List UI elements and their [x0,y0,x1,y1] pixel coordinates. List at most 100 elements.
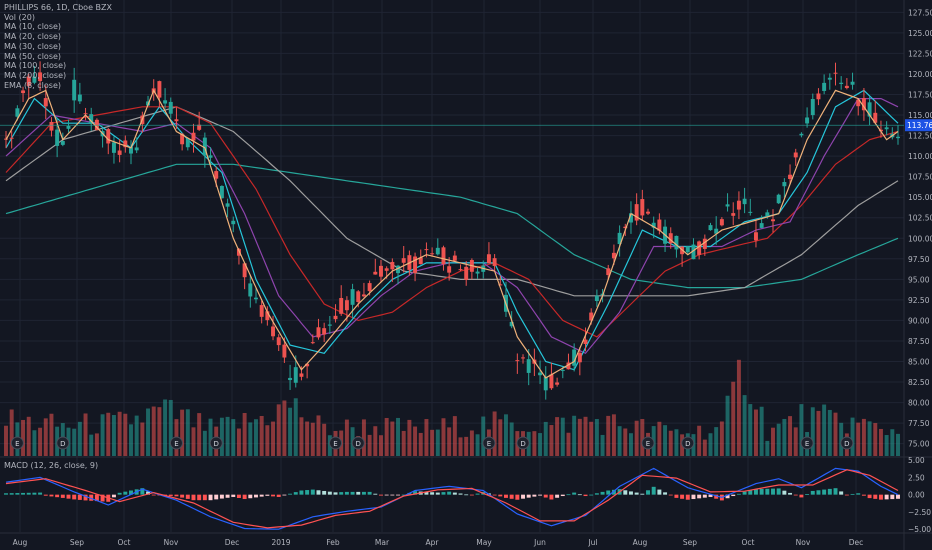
price-axis-label: 87.50 [908,337,930,346]
volume-bar [9,409,14,456]
legend-ma20[interactable]: MA (20, close) [4,32,62,42]
volume-bar [742,395,747,456]
volume-bar [83,413,88,456]
event-marker-earnings [482,436,496,450]
volume-bar [197,413,202,456]
macd-histogram-bar [884,494,889,500]
macd-histogram-bar [373,493,378,495]
signal-line [5,469,899,529]
price-axis-label: 105.00 [908,193,932,202]
volume-bar [839,422,844,456]
macd-histogram-bar [55,494,60,498]
legend-ma50[interactable]: MA (50, close) [4,51,62,61]
candle-body [719,219,724,226]
candle-body [185,138,190,148]
macd-histogram-bar [594,493,599,495]
legend-vol[interactable]: Vol (20) [4,12,35,22]
volume-bar [589,421,594,456]
volume-bar [788,416,793,456]
time-axis-label: Sep [70,538,84,547]
volume-bar [242,413,247,456]
candle-body [327,324,332,326]
volume-bar [157,407,162,456]
macd-histogram-bar [526,494,531,498]
candle-body [623,226,628,229]
volume-bar [163,399,168,456]
volume-bar [890,429,895,456]
price-axis-label: 125.00 [908,29,932,38]
candle-body [867,102,872,117]
macd-histogram-bar [259,494,264,497]
macd-histogram-bar [793,494,798,496]
candle-body [833,72,838,74]
candle-body [782,182,787,187]
candle-body [816,93,821,100]
current-price-tag [905,119,932,132]
candle-body [577,352,582,363]
candle-body [60,141,65,145]
candle-body [180,133,185,145]
price-axis-label: 120.00 [908,70,932,79]
candle-body [231,220,236,225]
candle-body [254,297,258,300]
volume-bar [373,426,378,456]
price-axis-label: 127.50 [908,8,932,17]
macd-histogram-bar [430,492,435,495]
indicator-legend: PHILLIPS 66, 1D, Cboe BZX Vol (20) MA (1… [4,3,112,90]
legend-ma100[interactable]: MA (100, close) [4,61,67,71]
macd-histogram-bar [827,488,832,495]
macd-histogram-bar [475,493,480,495]
candle-body [611,252,616,259]
volume-bar [867,421,872,456]
volume-bar [271,421,276,456]
candle-body [191,132,196,141]
candle-body [208,155,213,158]
macd-histogram-bar [254,494,258,498]
legend-ma10[interactable]: MA (10, close) [4,22,62,32]
time-axis-label: Oct [118,538,131,547]
volume-bar [254,419,258,456]
candle-body [26,76,31,86]
candle-body [242,263,247,278]
volume-bar [810,407,815,456]
candle-body [543,377,548,391]
candle-body [282,344,287,358]
macd-histogram-bar [208,494,213,501]
volume-bar [878,428,883,456]
candle-body [214,171,219,179]
volume-bar [560,417,565,456]
volume-bar [26,416,31,456]
time-axis-label: Nov [164,538,179,547]
time-axis-label: 2019 [271,538,290,547]
macd-histogram-bar [759,488,764,495]
macd-histogram-bar [736,493,741,495]
candle-body [89,114,94,124]
macd-histogram-bar [896,494,900,499]
volume-bar [498,419,503,456]
macd-histogram-bar [856,493,861,495]
legend-ma30[interactable]: MA (30, close) [4,41,62,51]
macd-histogram-bar [100,494,105,502]
price-axis-label: 112.50 [908,132,932,141]
macd-histogram-bar [236,494,241,498]
symbol-title[interactable]: PHILLIPS 66, 1D, Cboe BZX [4,3,112,12]
macd-histogram-bar [435,492,440,495]
volume-bar [32,430,37,456]
macd-histogram-bar [197,494,202,501]
macd-legend[interactable]: MACD (12, 26, close, 9) [4,461,99,470]
candle-body [55,129,60,146]
candle-body [117,150,122,155]
macd-histogram-bar [214,494,219,500]
legend-ema8[interactable]: EMA (8, close) [4,80,61,90]
candle-body [21,90,26,94]
macd-histogram-bar [231,494,236,497]
macd-histogram-bar [379,494,383,496]
macd-histogram-bar [844,494,849,496]
legend-ma200[interactable]: MA (200, close) [4,70,67,80]
macd-axis-label: −5.00 [908,525,931,534]
candle-body [685,246,690,253]
candle-body [759,223,764,228]
volume-bar [305,421,310,456]
candle-body [356,291,361,303]
